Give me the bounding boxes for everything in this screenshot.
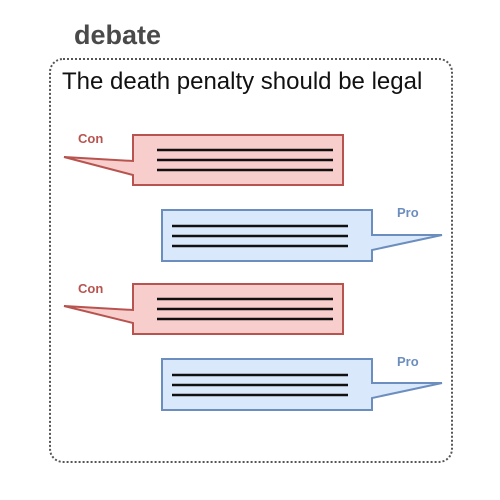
con-speech-bubble-1 — [63, 134, 344, 186]
pro-speech-bubble-2 — [161, 358, 443, 411]
placeholder-text-lines — [157, 297, 333, 321]
diagram-title: debate — [74, 20, 162, 50]
con-speech-bubble-2 — [63, 283, 344, 335]
con-label: Con — [78, 281, 104, 296]
placeholder-text-lines — [172, 224, 348, 248]
debate-motion: The death penalty should be legal — [62, 68, 423, 95]
pro-speech-bubble-1 — [161, 209, 443, 262]
con-label: Con — [78, 131, 104, 146]
placeholder-text-lines — [172, 373, 348, 397]
pro-label: Pro — [397, 205, 419, 220]
debate-frame — [49, 58, 453, 463]
placeholder-text-lines — [157, 148, 333, 172]
pro-label: Pro — [397, 354, 419, 369]
